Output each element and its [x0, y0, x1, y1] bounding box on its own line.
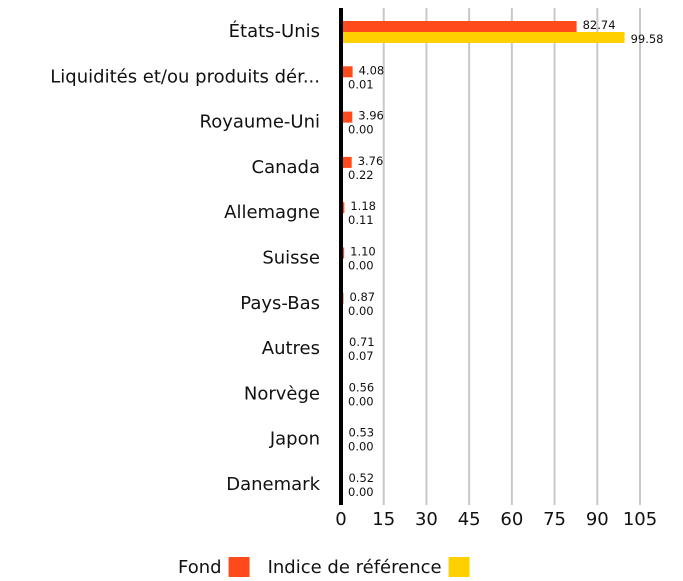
value-label: 0.00 [348, 259, 374, 273]
category-label: Suisse [262, 248, 320, 269]
value-label: 0.71 [349, 335, 375, 349]
value-label: 0.11 [348, 213, 374, 227]
x-tick-label: 0 [335, 509, 346, 530]
bar [341, 32, 625, 43]
category-label: Pays-Bas [240, 293, 320, 314]
category-label: Autres [262, 338, 320, 359]
x-tick-label: 45 [458, 509, 481, 530]
x-tick-label: 75 [543, 509, 566, 530]
value-label: 0.52 [348, 471, 374, 485]
category-label: Danemark [226, 474, 320, 495]
category-label: Norvège [244, 383, 320, 404]
legend-swatch [448, 557, 470, 577]
value-label: 82.74 [583, 18, 616, 32]
value-label: 0.53 [349, 426, 375, 440]
x-tick-label: 15 [372, 509, 395, 530]
category-label: Royaume-Uni [200, 112, 321, 133]
value-label: 0.00 [348, 440, 374, 454]
value-label: 0.56 [349, 380, 375, 394]
value-label: 0.01 [348, 77, 374, 91]
value-label: 4.08 [359, 63, 385, 77]
value-label: 0.22 [348, 168, 374, 182]
x-tick-label: 105 [623, 509, 657, 530]
value-label: 1.18 [350, 199, 376, 213]
x-tick-label: 90 [586, 509, 609, 530]
category-label: Liquidités et/ou produits dér... [50, 66, 320, 87]
value-label: 0.00 [348, 304, 374, 318]
x-tick-label: 30 [415, 509, 438, 530]
bar [341, 21, 577, 32]
x-tick-label: 60 [500, 509, 523, 530]
value-label: 0.07 [348, 349, 374, 363]
legend-label: Fond [178, 557, 222, 578]
value-label: 0.00 [348, 485, 374, 499]
value-label: 3.76 [358, 154, 384, 168]
value-label: 0.00 [348, 394, 374, 408]
value-label: 0.00 [348, 123, 374, 137]
value-label: 0.87 [349, 290, 375, 304]
category-label: États-Unis [229, 20, 320, 42]
bar [341, 156, 352, 168]
category-label: Japon [269, 429, 320, 450]
category-label: Canada [252, 157, 321, 178]
bar [341, 111, 353, 123]
value-label: 3.96 [358, 109, 384, 123]
category-label: Allemagne [224, 202, 320, 223]
bar [341, 66, 353, 78]
legend-swatch [228, 557, 250, 577]
legend-label: Indice de référence [268, 557, 442, 578]
value-label: 99.58 [631, 32, 664, 46]
value-label: 1.10 [350, 245, 376, 259]
